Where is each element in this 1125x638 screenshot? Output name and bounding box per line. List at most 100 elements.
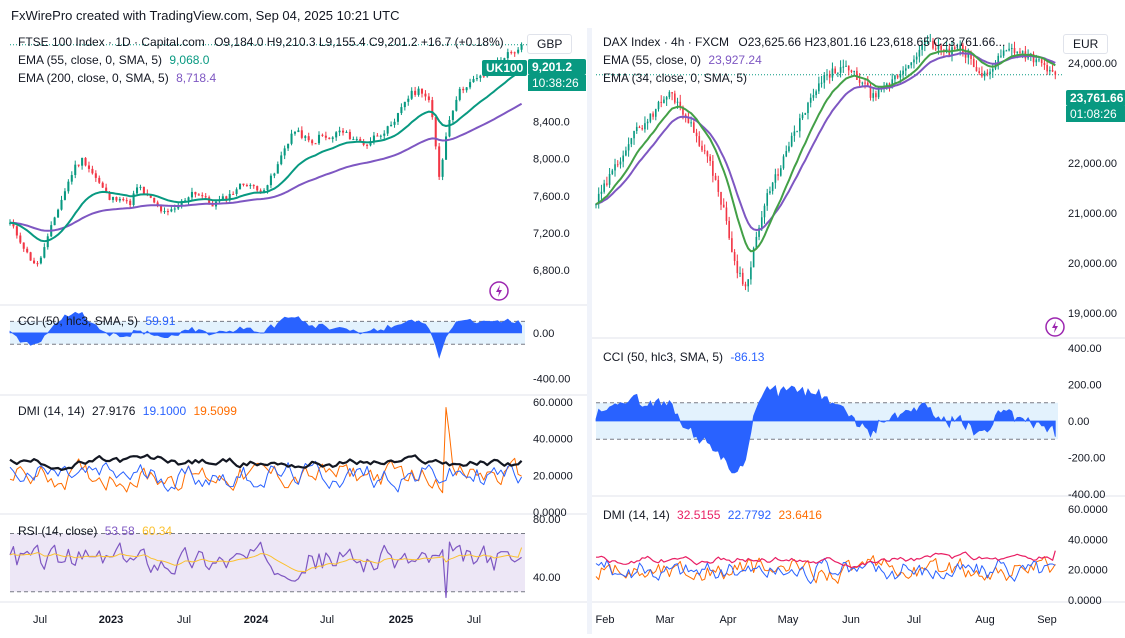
dax-candle [913,59,915,63]
dax-candle [975,67,978,72]
ftse-candle [266,185,269,191]
dax-candle [1008,48,1010,51]
dax-candle [818,83,820,92]
dax-candle [714,175,717,180]
dax-candle [739,272,741,274]
dax-candle [682,106,684,115]
dax-cci-tick: 400.00 [1068,343,1102,355]
dax-candle [638,126,641,128]
ftse-candle [77,164,80,166]
dax-ema34-legend[interactable]: EMA (34, close, 0, SMA, 5) [603,69,747,87]
dax-candle [606,183,608,185]
dax-cci-legend[interactable]: CCI (50, hlc3, SMA, 5) -86.13 [603,348,764,366]
ftse-rsi-tick: 40.00 [533,572,561,584]
ftse-candle [390,124,393,127]
dax-candle [736,260,739,274]
ftse-ema55-value: 9,068.0 [169,53,210,67]
dax-candle [646,121,649,124]
ftse-candle [12,222,15,227]
dax-candle [1035,59,1038,63]
dax-time-label: May [778,614,799,626]
ftse-candle [177,206,180,209]
ftse-ema55-label: EMA (55, close, 0, SMA, 5) [18,53,163,67]
dax-candle [853,70,855,73]
ftse-candle [70,175,73,182]
ftse-candle [39,257,42,264]
dax-candle [755,236,758,249]
ftse-time-label: Jul [33,614,47,626]
ftse-candle [166,211,169,213]
ftse-candle [160,205,163,212]
ftse-candle [170,209,173,212]
dax-candle [1002,50,1005,56]
dax-dmi-plus-line [595,557,1056,584]
dax-candle [728,220,730,239]
dax-candle [978,71,981,73]
ftse-ema200-value: 8,718.4 [176,71,217,85]
dax-candle [695,132,698,137]
ftse-candle [269,175,272,186]
ftse-candle [386,126,389,134]
dax-dmi-legend[interactable]: DMI (14, 14) 32.5155 22.7792 23.6416 [603,506,822,524]
ftse-cci-legend[interactable]: CCI (50, hlc3, SMA, 5) 59.91 [18,312,175,330]
ftse-candle [29,252,32,261]
dax-candle [809,97,812,103]
dax-chart-panel[interactable]: 24,000.0023,000.0022,000.0021,000.0020,0… [592,28,1125,634]
ftse-candle [129,200,132,205]
ftse-candle [338,130,341,133]
ftse-time-label: 2023 [99,614,123,626]
dax-candle [823,74,826,83]
dax-currency-button[interactable]: EUR [1063,34,1109,54]
dax-candle [657,101,660,110]
ftse-dmi-legend[interactable]: DMI (14, 14) 27.9176 19.1000 19.5099 [18,402,237,420]
dax-candle [801,114,804,119]
dax-candle [807,102,809,114]
dax-symbol[interactable]: DAX Index · 4h · FXCM [603,35,730,49]
dax-candle [668,92,671,98]
dax-ema55-label: EMA (55, close, 0) [603,53,702,67]
ftse-candle [503,58,506,60]
dax-candle [888,83,891,86]
dax-price-tick: 21,000.00 [1068,208,1117,220]
dax-candle [904,68,907,71]
ftse-candle [482,75,485,77]
ftse-candle [372,135,375,142]
ftse-candle [204,196,207,198]
ftse-candle [111,197,115,200]
dax-cci-tick: 0.00 [1068,416,1089,428]
dax-candle [1021,51,1024,53]
dax-dmi-minus: 23.6416 [778,508,822,522]
ftse-candle [15,226,18,236]
panel-divider[interactable] [587,28,592,634]
dax-candle [918,49,921,57]
dax-candle [847,65,850,71]
ftse-ema200-label: EMA (200, close, 0, SMA, 5) [18,71,169,85]
ftse-candle [462,88,465,91]
ftse-rsi-legend[interactable]: RSI (14, close) 53.58 60.34 [18,522,172,540]
dax-candle [635,126,638,132]
ftse-candle [348,131,351,140]
ftse-candle [108,192,111,200]
dax-ema55-legend[interactable]: EMA (55, close, 0) 23,927.24 [603,51,762,69]
ftse-candle [173,208,176,210]
ftse-symbol[interactable]: FTSE 100 Index · 1D · Capital.com [18,35,205,49]
ftse-candle [187,197,190,201]
dax-candle [741,272,744,285]
ftse-ema55-legend[interactable]: EMA (55, close, 0, SMA, 5) 9,068.0 [18,51,209,69]
ftse-ema200-legend[interactable]: EMA (200, close, 0, SMA, 5) 8,718.4 [18,69,216,87]
ftse-candle [105,187,108,193]
ftse-chart-panel[interactable]: 8,800.08,400.08,000.07,600.07,200.06,800… [0,28,588,634]
ftse-rsi-label: RSI (14, close) [18,524,98,538]
dax-candle [766,193,769,206]
ftse-candle [424,93,427,97]
ftse-flash-glyph [496,285,502,297]
ftse-cci-label: CCI (50, hlc3, SMA, 5) [18,314,139,328]
ftse-chart-canvas[interactable]: 8,800.08,400.08,000.07,600.07,200.06,800… [0,28,587,634]
dax-candle [986,72,989,75]
ftse-currency-button[interactable]: GBP [527,34,573,54]
ftse-price-tick: 7,200.0 [533,228,570,240]
dax-chart-canvas[interactable]: 24,000.0023,000.0022,000.0021,000.0020,0… [592,28,1125,634]
ftse-candle [393,121,396,125]
dax-candle [608,173,611,185]
ftse-ema-line [9,102,523,232]
